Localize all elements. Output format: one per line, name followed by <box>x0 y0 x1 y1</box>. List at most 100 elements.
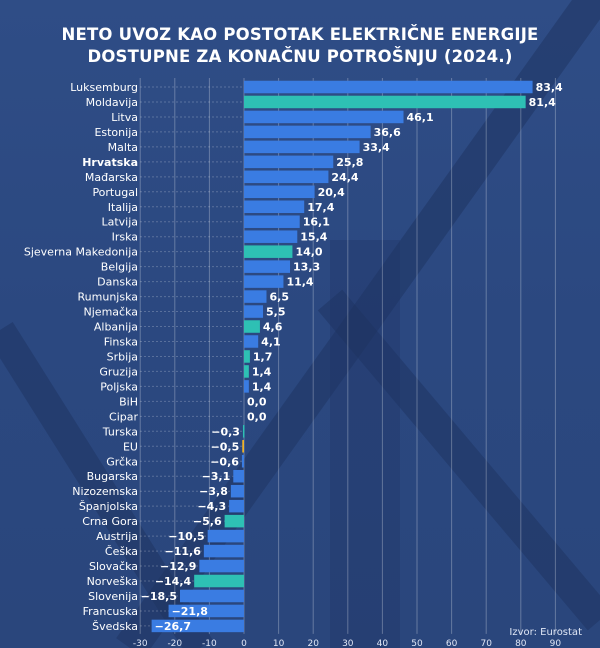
category-label: Rumunjska <box>78 291 138 304</box>
category-label: Litva <box>111 111 138 124</box>
category-label: Slovačka <box>89 560 138 573</box>
category-label: Crna Gora <box>82 515 138 528</box>
value-label: −0,5 <box>211 440 240 453</box>
category-label: Španjolska <box>79 500 138 513</box>
title-line-1: NETO UVOZ KAO POSTOTAK ELEKTRIČNE ENERGI… <box>61 25 539 44</box>
chart-title: NETO UVOZ KAO POSTOTAK ELEKTRIČNE ENERGI… <box>0 24 600 68</box>
bar <box>244 365 249 378</box>
background-pylon-tower <box>330 240 400 648</box>
value-label: −4,3 <box>197 500 226 513</box>
bar <box>244 110 404 124</box>
category-label: EU <box>123 440 138 453</box>
category-label: Francuska <box>83 605 138 618</box>
category-label: Albanija <box>94 321 138 334</box>
category-label: Bugarska <box>87 470 138 483</box>
value-label: 13,3 <box>293 261 320 274</box>
value-label: 20,4 <box>318 186 345 199</box>
x-tick-label: 20 <box>307 639 319 648</box>
x-tick-label: 10 <box>273 639 285 648</box>
bar <box>242 440 244 453</box>
bar <box>179 589 244 603</box>
x-tick-label: 30 <box>342 639 354 648</box>
bar <box>244 170 329 184</box>
value-label: 83,4 <box>536 81 563 94</box>
value-label: 6,5 <box>269 291 289 304</box>
bar <box>244 95 526 109</box>
category-label: Belgija <box>101 261 138 274</box>
category-label: Moldavija <box>86 96 138 109</box>
category-label: Austrija <box>96 530 138 543</box>
value-label: −3,8 <box>199 485 228 498</box>
value-label: 36,6 <box>374 126 401 139</box>
value-label: −18,5 <box>141 590 177 603</box>
x-tick-label: 50 <box>411 639 423 648</box>
category-label: Sjeverna Makedonija <box>24 246 138 259</box>
bar <box>244 275 284 288</box>
bar <box>244 200 305 214</box>
value-label: 5,5 <box>266 306 286 319</box>
value-label: 1,7 <box>253 350 273 363</box>
category-label: Latvija <box>101 216 138 229</box>
category-label: Estonija <box>94 126 138 139</box>
bar <box>233 469 244 483</box>
bar <box>224 514 244 528</box>
value-label: −3,1 <box>202 470 231 483</box>
bar <box>203 544 244 558</box>
value-label: 81,4 <box>529 96 556 109</box>
value-label: −12,9 <box>160 560 196 573</box>
value-label: 15,4 <box>300 231 327 244</box>
bar <box>207 529 244 543</box>
value-label: 1,4 <box>252 365 272 378</box>
bar <box>244 305 264 318</box>
value-label: −0,6 <box>210 455 239 468</box>
bar <box>244 185 315 199</box>
category-label: Poljska <box>100 380 138 393</box>
bar <box>244 140 360 154</box>
value-label: −11,6 <box>165 545 202 558</box>
value-label: 4,1 <box>261 335 281 348</box>
category-label: Malta <box>108 141 138 154</box>
value-label: 33,4 <box>363 141 390 154</box>
category-label: Finska <box>104 335 138 348</box>
bar <box>244 80 533 94</box>
category-label: Slovenija <box>88 590 138 603</box>
value-label: 11,4 <box>286 276 313 289</box>
bar <box>194 574 244 588</box>
category-label: Turska <box>102 425 138 438</box>
bar <box>244 320 260 333</box>
category-label: Danska <box>97 276 138 289</box>
category-label: Hrvatska <box>82 156 138 169</box>
x-tick-label: 0 <box>241 639 247 648</box>
bar <box>244 380 249 393</box>
x-tick-label: -10 <box>202 639 217 648</box>
bar <box>244 350 250 363</box>
value-label: −5,6 <box>193 515 222 528</box>
category-label: Luksemburg <box>70 81 138 94</box>
bar <box>244 290 267 303</box>
bar <box>241 455 244 468</box>
bar <box>244 260 291 273</box>
x-tick-label: 60 <box>446 639 458 648</box>
value-label: −26,7 <box>155 620 191 633</box>
bar <box>244 125 371 139</box>
category-label: Nizozemska <box>72 485 138 498</box>
category-label: Grčka <box>106 455 138 468</box>
category-label: Njemačka <box>84 306 138 319</box>
bar <box>244 335 259 348</box>
bar <box>244 230 298 243</box>
value-label: −14,4 <box>155 575 192 588</box>
x-tick-label: 80 <box>515 639 527 648</box>
value-label: 4,6 <box>263 321 283 334</box>
value-label: 25,8 <box>336 156 363 169</box>
value-label: 14,0 <box>295 246 322 259</box>
value-label: 46,1 <box>407 111 434 124</box>
bar <box>229 499 244 513</box>
category-label: Mađarska <box>85 171 138 184</box>
category-label: Italija <box>108 201 138 214</box>
category-label: Švedska <box>92 620 138 633</box>
x-tick-label: 90 <box>550 639 562 648</box>
category-label: Norveška <box>87 575 138 588</box>
value-label: 1,4 <box>252 380 272 393</box>
category-label: BiH <box>119 395 138 408</box>
